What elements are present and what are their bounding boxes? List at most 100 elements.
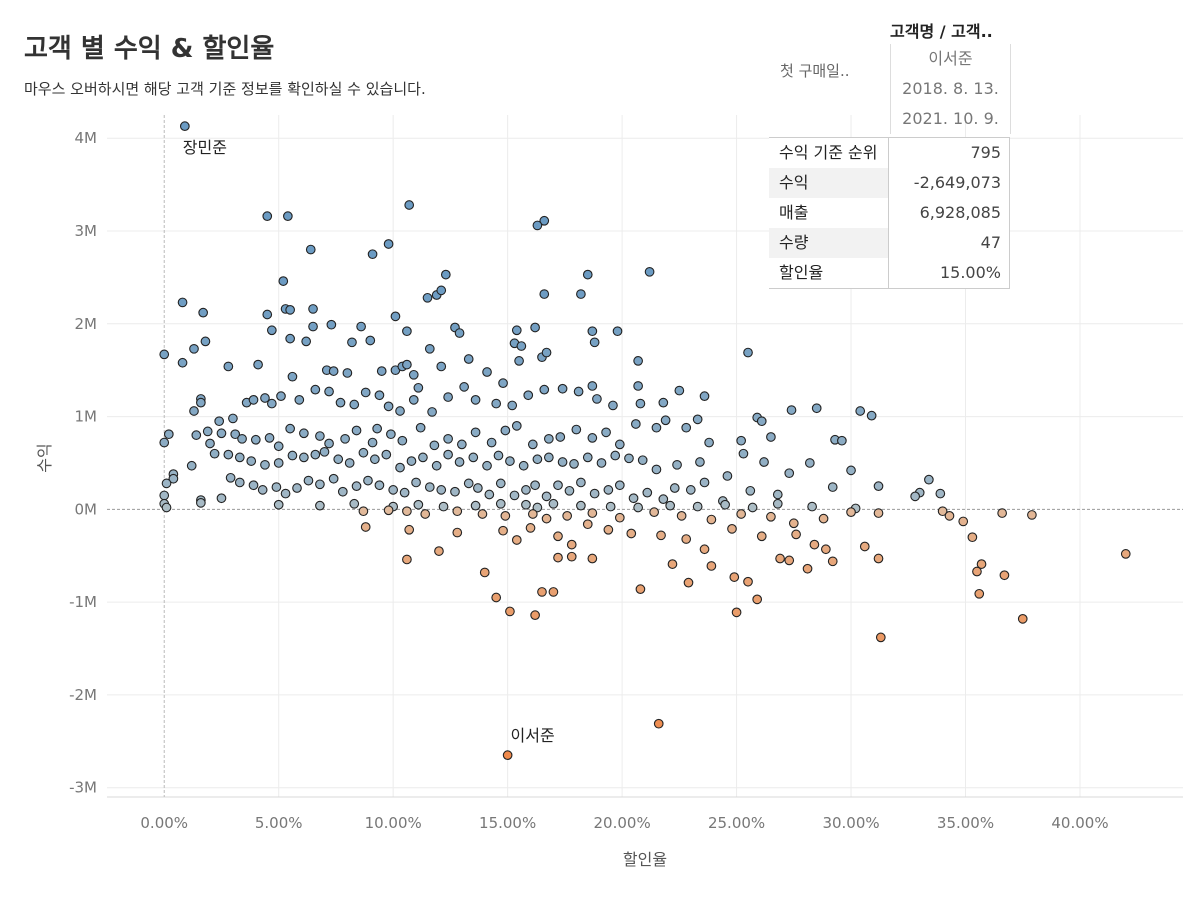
data-point [574,387,583,396]
y-axis-title: 수익 [35,443,54,472]
data-point [540,290,549,299]
data-point [693,415,702,424]
data-point [229,414,238,423]
data-point [496,499,505,508]
data-point [792,530,801,539]
tooltip-measure-name: 수익 [769,168,889,198]
tooltip-measure-value: 6,928,085 [889,198,1010,228]
data-point [190,345,199,354]
data-point [368,250,377,259]
data-point [398,436,407,445]
data-point [258,486,267,495]
data-point [506,457,515,466]
tooltip-row-quantity: 수량 47 [769,228,1010,258]
tooltip-measure-name: 수익 기준 순위 [769,138,889,168]
data-point [773,499,782,508]
data-point [604,525,613,534]
data-point [616,513,625,522]
x-tick-label: 25.00% [708,814,765,832]
data-point [460,383,469,392]
data-point [1028,511,1037,520]
data-point [616,440,625,449]
data-point [345,459,354,468]
data-point [700,478,709,487]
data-point [474,484,483,493]
data-point [545,435,554,444]
data-point [412,478,421,487]
data-point [828,557,837,566]
tooltip-customer-name: 이서준 [891,44,1010,74]
data-point [602,428,611,437]
data-point [975,589,984,598]
tooltip-row-rank: 수익 기준 순위 795 [769,138,1010,168]
data-point [235,478,244,487]
data-point [737,436,746,445]
data-point [810,540,819,549]
point-label: 이서준 [511,726,555,745]
data-point [652,423,661,432]
data-point [268,399,277,408]
tooltip-measure-name: 할인율 [769,258,889,288]
x-tick-label: 35.00% [937,814,994,832]
data-point [588,509,597,518]
data-point [487,438,496,447]
y-tick-label: 3M [75,222,98,240]
data-point [453,507,462,516]
data-point [675,386,684,395]
data-point [540,385,549,394]
data-point [391,312,400,321]
data-point [732,608,741,617]
data-point [384,240,393,249]
data-point [700,545,709,554]
data-point [636,399,645,408]
data-point [435,547,444,556]
data-point [757,417,766,426]
data-point [570,460,579,469]
data-point [588,554,597,563]
data-point [977,560,986,569]
data-point [583,520,592,529]
tooltip-first-purchase: 2018. 8. 13. [891,74,1010,104]
data-point [790,519,799,528]
data-point [364,476,373,485]
data-point [650,508,659,517]
data-point [162,479,171,488]
data-point [281,489,290,498]
data-point [235,453,244,462]
data-point [387,430,396,439]
data-point [808,502,817,511]
data-point [432,461,441,470]
data-point [625,454,634,463]
data-point [806,459,815,468]
data-point [860,542,869,551]
data-point [593,395,602,404]
data-point [252,435,261,444]
data-point [634,357,643,366]
y-tick-label: 0M [75,500,98,518]
data-point [721,500,730,509]
data-point [226,474,235,483]
data-point [554,481,563,490]
data-point [812,404,821,413]
data-point [531,323,540,332]
data-point [684,578,693,587]
data-point [597,459,606,468]
tooltip-column: 이서준 2018. 8. 13. 2021. 10. 9. [890,44,1011,134]
data-point [316,432,325,441]
data-point [657,531,666,540]
data-point [192,431,201,440]
data-point [437,362,446,371]
data-point [549,588,558,597]
data-point [616,481,625,490]
data-point [160,438,169,447]
data-point [206,439,215,448]
x-tick-label: 40.00% [1051,814,1108,832]
data-point [359,507,368,516]
data-point [510,491,519,500]
data-point [444,450,453,459]
data-point [723,472,732,481]
data-point [496,479,505,488]
data-point [588,382,597,391]
data-point [746,486,755,495]
data-point [217,494,226,503]
